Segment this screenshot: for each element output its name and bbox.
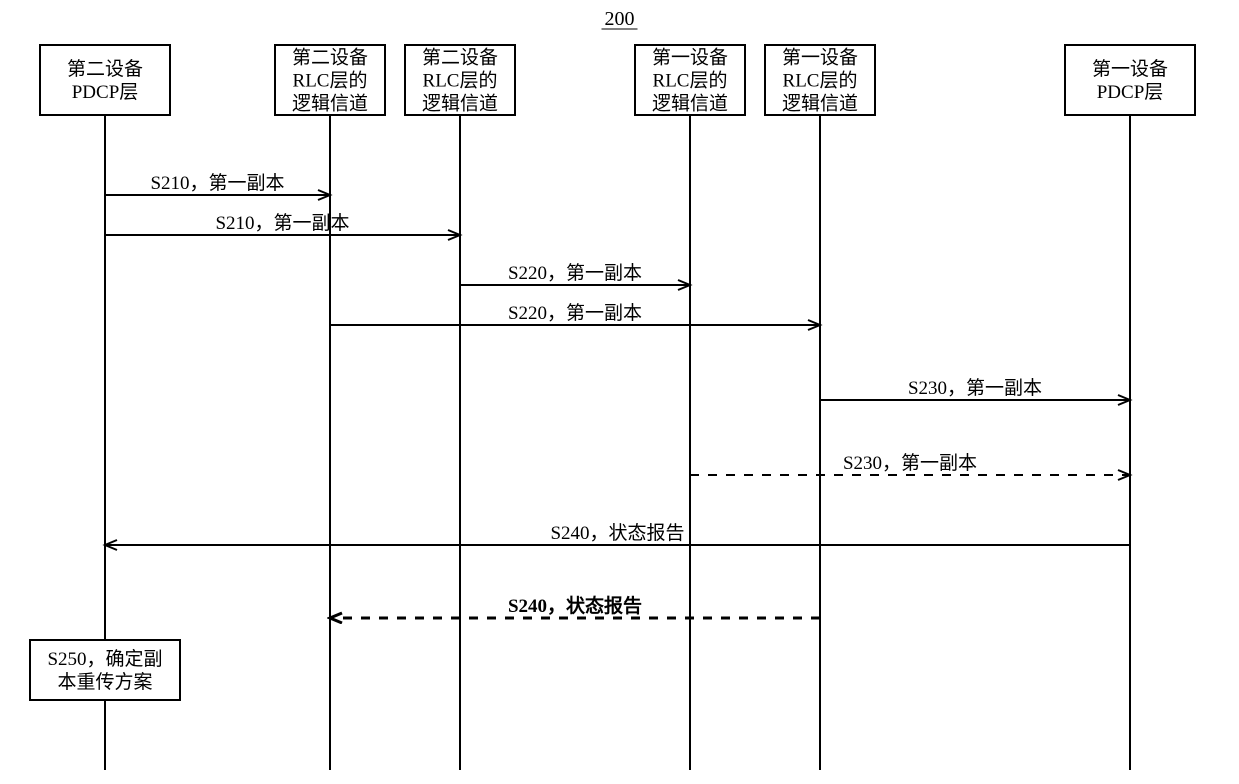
participant-label: 逻辑信道: [782, 93, 858, 115]
participant-label: 第一设备: [652, 47, 728, 69]
message-label: S220，第一副本: [508, 262, 642, 284]
message-label: S240，状态报告: [550, 522, 684, 544]
participant-label: RLC层的: [423, 70, 498, 92]
participant-label: 逻辑信道: [422, 93, 498, 115]
participant-label: 第二设备: [422, 47, 498, 69]
participant-label: 第二设备: [67, 58, 143, 80]
participant-label: RLC层的: [653, 70, 728, 92]
participant-label: 逻辑信道: [652, 93, 728, 115]
message-label: S240，状态报告: [508, 594, 642, 617]
message-label: S220，第一副本: [508, 302, 642, 324]
note-label: 本重传方案: [57, 671, 152, 693]
message-label: S230，第一副本: [843, 452, 977, 474]
participant-label: PDCP层: [72, 82, 139, 103]
message-label: S210，第一副本: [215, 212, 349, 234]
message-label: S210，第一副本: [150, 172, 284, 194]
participant-label: 第一设备: [1092, 58, 1168, 80]
participant-label: 第一设备: [782, 47, 858, 69]
message-label: S230，第一副本: [908, 377, 1042, 399]
participant-label: 第二设备: [292, 47, 368, 69]
sequence-diagram: 200第二设备PDCP层第二设备RLC层的逻辑信道第二设备RLC层的逻辑信道第一…: [0, 0, 1239, 784]
diagram-title: 200: [605, 8, 635, 30]
participant-label: RLC层的: [293, 70, 368, 92]
participant-label: 逻辑信道: [292, 93, 368, 115]
note-label: S250，确定副: [47, 648, 162, 670]
participant-label: RLC层的: [783, 70, 858, 92]
participant-label: PDCP层: [1097, 82, 1164, 103]
